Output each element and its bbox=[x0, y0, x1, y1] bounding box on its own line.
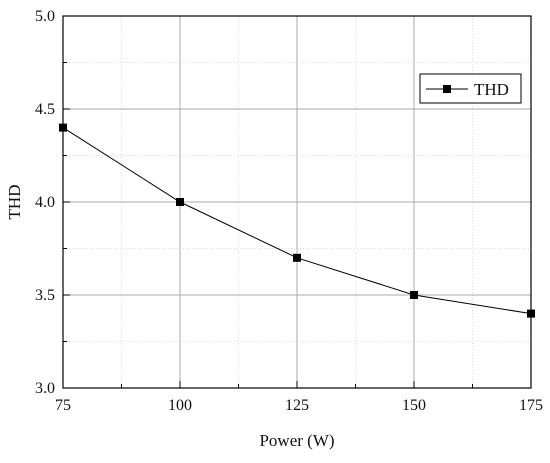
y-tick-label: 4.0 bbox=[35, 194, 55, 211]
axes-layer: 75 100 125 150 175 3.0 3.5 4.0 4.5 5.0 bbox=[35, 8, 543, 414]
data-point-marker bbox=[527, 309, 535, 318]
x-tick-label: 100 bbox=[168, 397, 192, 414]
x-axis-label: Power (W) bbox=[259, 431, 334, 450]
labels-layer: Power (W) THD bbox=[5, 185, 335, 450]
x-tick-label: 175 bbox=[519, 397, 543, 414]
y-tick-label: 3.5 bbox=[35, 287, 55, 304]
legend-marker-square bbox=[443, 85, 451, 93]
y-tick-label: 3.0 bbox=[35, 380, 55, 397]
data-point-marker bbox=[293, 253, 301, 262]
legend: THD bbox=[419, 73, 522, 104]
data-point-marker bbox=[410, 291, 418, 299]
series-layer bbox=[59, 123, 535, 318]
y-tick-label: 5.0 bbox=[35, 8, 55, 25]
data-point-marker bbox=[176, 198, 184, 206]
legend-label-thd: THD bbox=[474, 80, 509, 99]
grid-layer bbox=[63, 16, 531, 388]
x-tick-label: 150 bbox=[402, 397, 426, 414]
x-tick-label: 75 bbox=[55, 397, 71, 414]
x-tick-label: 125 bbox=[285, 397, 309, 414]
y-axis-label: THD bbox=[5, 185, 24, 220]
y-tick-label: 4.5 bbox=[35, 101, 55, 118]
data-point-marker bbox=[59, 123, 67, 132]
